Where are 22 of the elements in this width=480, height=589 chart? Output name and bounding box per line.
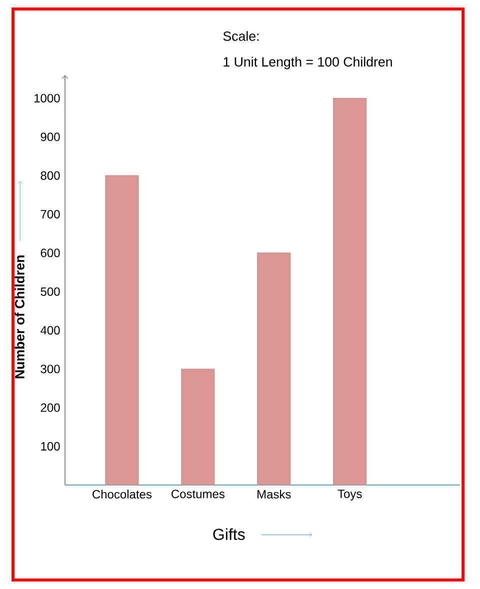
- bar: [333, 98, 367, 485]
- y-tick-label: 400: [40, 326, 60, 335]
- y-tick-label: 500: [40, 287, 60, 296]
- x-tick-label: Masks: [258, 490, 291, 499]
- y-tick-label: 700: [40, 210, 60, 218]
- y-tick-label: 800: [40, 171, 60, 180]
- y-tick-label: 200: [40, 403, 60, 412]
- y-tick-label: 1000: [34, 94, 60, 102]
- x-tick-label: Chocolates: [92, 490, 152, 499]
- y-tick-label: 100: [41, 442, 60, 451]
- text: 1 Unit Length = 100 Children: [224, 56, 392, 70]
- x-axis-title: Gifts: [213, 528, 245, 540]
- bar: [181, 368, 215, 485]
- bar: [105, 175, 139, 485]
- text: Scale:: [223, 31, 259, 41]
- y-tick-label: 600: [40, 248, 60, 258]
- y-tick-label: 900: [40, 132, 60, 142]
- y-tick-label: 300: [40, 364, 60, 374]
- y-axis-title: Number of Children: [14, 256, 24, 378]
- bar: [257, 252, 291, 485]
- x-tick-label: Toys: [338, 490, 362, 500]
- x-tick-label: Costumes: [172, 490, 224, 498]
